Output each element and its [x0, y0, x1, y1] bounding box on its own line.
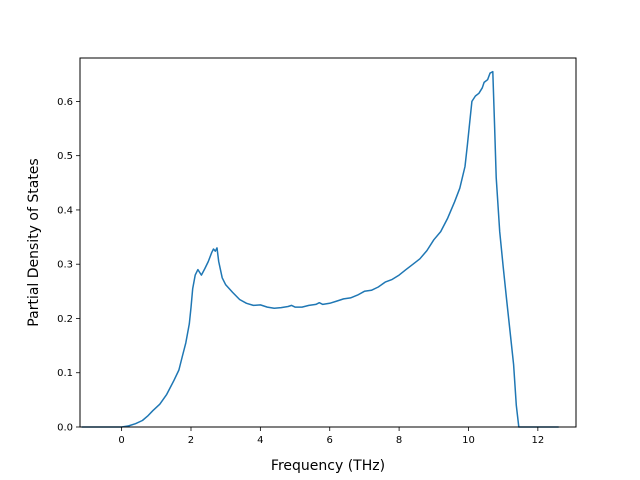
x-tick-label: 0: [118, 435, 124, 446]
y-tick-label: 0.6: [57, 97, 73, 108]
plot-frame: [79, 57, 577, 428]
x-tick-label: 8: [396, 435, 402, 446]
y-axis-ticks: 0.0 0.1 0.2 0.3 0.4 0.5 0.6: [57, 97, 80, 434]
y-axis-label: Partial Density of States: [26, 158, 42, 326]
y-tick-label: 0.3: [57, 260, 73, 271]
y-tick-label: 0.5: [57, 151, 73, 162]
plot-area: [81, 70, 559, 428]
y-tick-label: 0.4: [57, 205, 73, 216]
x-tick-label: 12: [531, 435, 544, 446]
x-tick-label: 10: [462, 435, 475, 446]
x-tick-label: 6: [327, 435, 333, 446]
y-tick-label: 0.0: [57, 423, 73, 434]
x-tick-label: 2: [188, 435, 194, 446]
x-axis-ticks: 0 2 4 6 8 10 12: [118, 427, 544, 446]
series-line: [81, 70, 559, 428]
x-axis-label: Frequency (THz): [271, 458, 385, 474]
y-tick-label: 0.1: [57, 368, 73, 379]
x-tick-label: 4: [257, 435, 263, 446]
y-tick-label: 0.2: [57, 314, 73, 325]
